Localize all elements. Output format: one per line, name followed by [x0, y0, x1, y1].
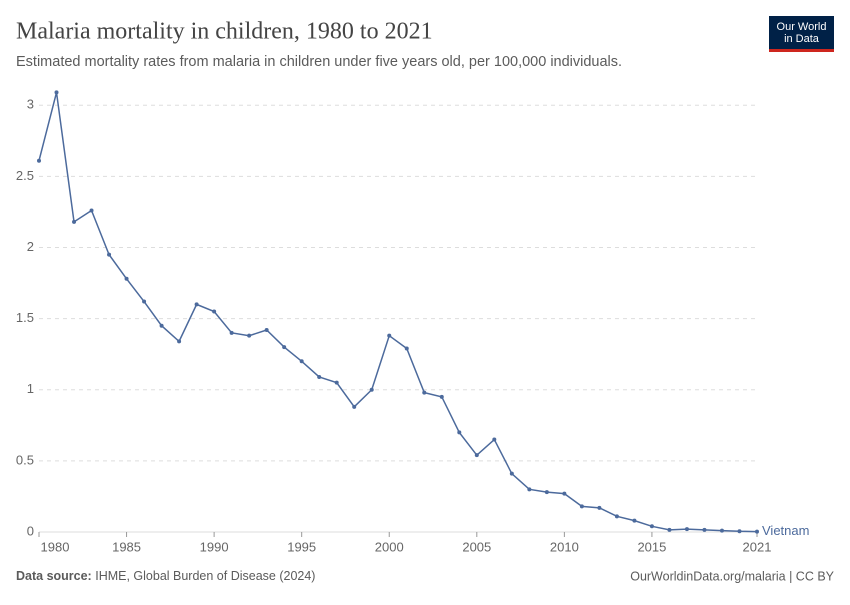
- source-text: IHME, Global Burden of Disease (2024): [95, 569, 315, 583]
- point: [107, 252, 112, 257]
- point: [404, 346, 409, 351]
- point: [159, 323, 164, 328]
- point: [527, 487, 532, 492]
- point: [755, 529, 759, 534]
- logo: Our World in Data: [776, 21, 827, 45]
- y-tick-label: 2: [27, 239, 34, 254]
- footer-right: OurWorldinData.org/malaria | CC BY: [630, 569, 834, 583]
- point: [457, 430, 462, 435]
- point: [702, 527, 707, 532]
- y-tick-label: 2.5: [16, 168, 34, 183]
- point: [614, 514, 619, 519]
- point: [72, 219, 77, 224]
- point: [334, 380, 339, 385]
- source-label: Data source:: [16, 569, 92, 583]
- point: [632, 518, 637, 523]
- point: [124, 276, 129, 281]
- point: [649, 524, 654, 529]
- point: [54, 90, 59, 95]
- x-tick-label: 1980: [41, 539, 70, 554]
- point: [177, 339, 182, 344]
- point: [264, 327, 269, 332]
- point: [282, 345, 287, 350]
- point: [492, 437, 497, 442]
- point: [369, 387, 374, 392]
- point: [737, 529, 742, 534]
- x-tick-label: 2021: [743, 539, 772, 554]
- point: [439, 394, 444, 399]
- y-tick-label: 0: [27, 523, 34, 538]
- y-tick-label: 1.5: [16, 310, 34, 325]
- point: [509, 471, 514, 476]
- y-tick-label: 1: [27, 381, 34, 396]
- y-tick-label: 3: [27, 97, 34, 112]
- point: [544, 490, 549, 495]
- point: [474, 453, 479, 458]
- point: [352, 404, 357, 409]
- point: [317, 374, 322, 379]
- source: Data source: IHME, Global Burden of Dise…: [16, 569, 315, 583]
- point: [142, 299, 147, 304]
- point: [562, 491, 567, 496]
- point: [597, 505, 602, 510]
- point: [89, 208, 94, 213]
- logo-stripe: [769, 49, 834, 52]
- logo-box: [769, 16, 834, 52]
- point: [684, 527, 689, 532]
- point: [719, 528, 724, 533]
- x-tick-label: 1995: [287, 539, 316, 554]
- x-tick-label: 1985: [112, 539, 141, 554]
- x-tick-label: 2015: [637, 539, 666, 554]
- chart-subtitle: Estimated mortality rates from malaria i…: [16, 54, 622, 70]
- point: [387, 333, 392, 338]
- x-tick-label: 1990: [200, 539, 229, 554]
- point: [194, 302, 199, 307]
- point: [212, 309, 217, 314]
- x-tick-label: 2010: [550, 539, 579, 554]
- point: [247, 333, 252, 338]
- chart-title: Malaria mortality in children, 1980 to 2…: [16, 19, 433, 45]
- logo-text: Our World in Data: [776, 21, 827, 45]
- y-tick-label: 0.5: [16, 452, 34, 467]
- x-tick-label: 2000: [375, 539, 404, 554]
- point: [299, 359, 304, 364]
- point: [422, 390, 427, 395]
- point: [667, 527, 672, 532]
- series-label: Vietnam: [762, 523, 809, 538]
- series-line: [38, 92, 758, 533]
- point: [579, 504, 584, 509]
- point: [229, 330, 234, 335]
- point: [37, 158, 41, 163]
- x-tick-label: 2005: [462, 539, 491, 554]
